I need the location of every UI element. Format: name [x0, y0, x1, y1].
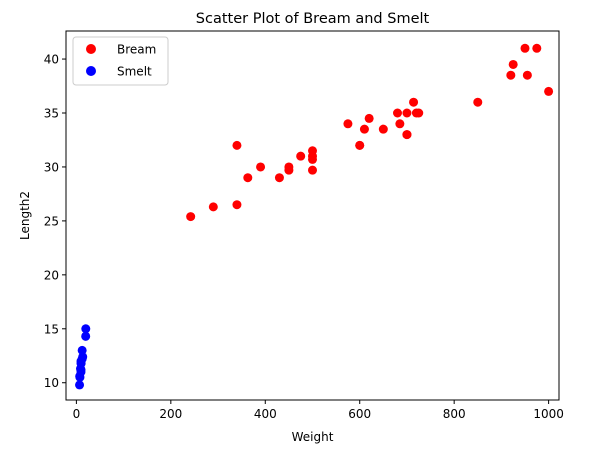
x-tick-label-0: 0 — [73, 407, 81, 421]
data-point-bream-15 — [355, 140, 365, 150]
data-point-bream-21 — [395, 119, 405, 129]
y-tick-label-35: 35 — [44, 107, 59, 121]
data-point-bream-23 — [393, 108, 402, 118]
legend-frame — [72, 36, 169, 86]
x-tick-label-400: 400 — [254, 407, 277, 421]
data-point-smelt-11 — [77, 345, 87, 355]
data-point-bream-2 — [232, 200, 242, 210]
data-point-bream-33 — [532, 43, 542, 53]
data-point-bream-31 — [522, 70, 532, 80]
y-axis-ticks: 10 15 20 25 30 35 40 — [44, 53, 66, 390]
data-point-bream-13 — [232, 140, 242, 150]
plot-area-frame — [65, 30, 560, 401]
x-axis-title: Weight — [292, 430, 334, 444]
data-point-bream-24 — [402, 108, 412, 118]
y-tick-label-15: 15 — [44, 322, 59, 336]
data-point-bream-7 — [256, 162, 266, 172]
legend-marker-smelt — [86, 66, 96, 76]
data-point-bream-18 — [359, 124, 369, 134]
x-axis-ticks: 0 200 400 600 800 1000 — [73, 400, 564, 421]
data-point-bream-27 — [409, 97, 419, 107]
data-point-bream-34 — [520, 43, 530, 53]
data-point-smelt-12 — [81, 331, 91, 341]
legend-marker-bream — [86, 44, 96, 54]
x-tick-label-800: 800 — [443, 407, 466, 421]
data-point-bream-8 — [284, 162, 294, 172]
x-tick-label-1000: 1000 — [533, 407, 564, 421]
data-point-smelt-0 — [75, 380, 85, 390]
data-point-bream-1 — [208, 202, 218, 212]
data-point-bream-6 — [308, 165, 317, 175]
data-point-bream-10 — [296, 151, 306, 161]
chart-title: Scatter Plot of Bream and Smelt — [196, 11, 430, 27]
data-point-bream-4 — [274, 173, 284, 183]
data-point-smelt-10 — [78, 352, 88, 362]
data-point-bream-20 — [343, 119, 353, 129]
data-point-bream-26 — [411, 108, 421, 118]
data-point-bream-19 — [378, 124, 388, 134]
x-tick-label-600: 600 — [348, 407, 371, 421]
data-point-bream-22 — [364, 113, 374, 123]
y-tick-label-10: 10 — [44, 376, 59, 390]
data-point-bream-17 — [402, 130, 412, 140]
data-point-bream-12 — [308, 146, 317, 156]
data-point-bream-32 — [508, 59, 518, 69]
y-tick-label-30: 30 — [44, 160, 59, 174]
data-point-bream-28 — [473, 97, 483, 107]
legend-label-smelt: Smelt — [117, 65, 152, 79]
data-points — [75, 43, 554, 390]
data-point-bream-30 — [506, 70, 516, 80]
y-axis-title: Length2 — [18, 191, 32, 240]
y-tick-label-40: 40 — [44, 53, 59, 67]
data-point-bream-3 — [243, 173, 253, 183]
data-point-bream-29 — [544, 86, 554, 96]
y-tick-label-20: 20 — [44, 268, 59, 282]
x-tick-label-200: 200 — [159, 407, 182, 421]
data-point-smelt-13 — [81, 324, 91, 334]
legend: Bream Smelt — [72, 36, 169, 86]
y-tick-label-25: 25 — [44, 214, 59, 228]
data-point-bream-0 — [186, 212, 196, 222]
legend-label-bream: Bream — [117, 43, 156, 57]
